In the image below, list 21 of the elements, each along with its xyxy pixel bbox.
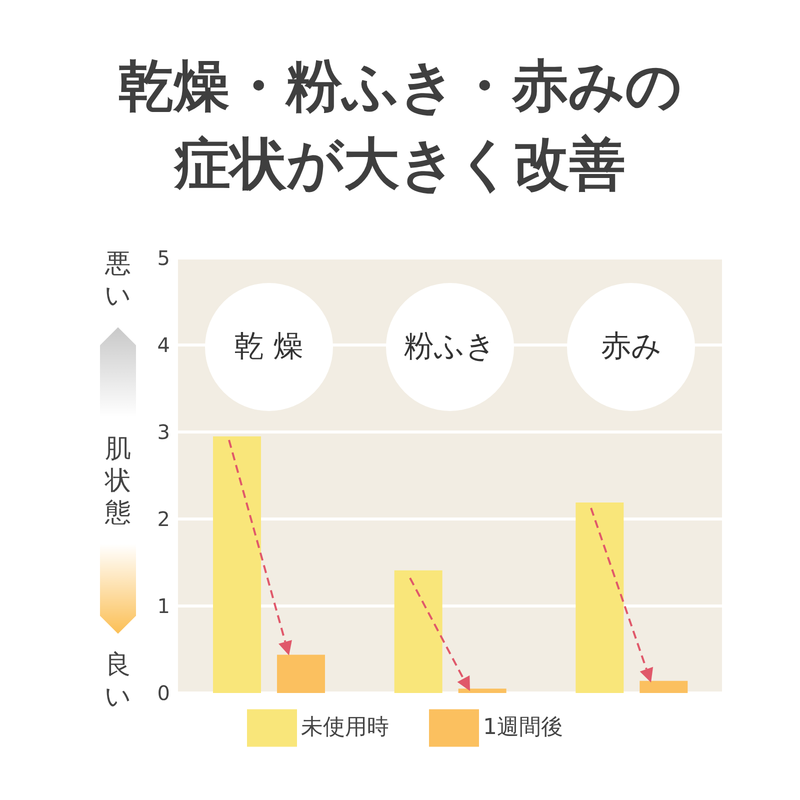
bar <box>277 654 325 693</box>
legend-label: 1週間後 <box>483 715 563 740</box>
y-tick-label: 0 <box>157 681 170 706</box>
y-axis-title: 肌状態 <box>105 432 131 528</box>
bar <box>213 436 261 693</box>
bar <box>394 570 442 693</box>
x-tick-label: 粉ふき <box>403 329 497 365</box>
bar <box>640 680 688 693</box>
y-tick-label: 5 <box>157 246 170 270</box>
legend-label: 未使用時 <box>301 715 389 740</box>
text: 悪い <box>104 248 132 312</box>
bar <box>458 688 506 693</box>
y-tick-label: 2 <box>157 507 170 532</box>
bar <box>576 502 624 693</box>
y-tick-label: 3 <box>157 420 170 444</box>
x-tick-label: 赤み <box>600 329 663 365</box>
x-tick-label: 乾 燥 <box>232 329 304 365</box>
y-tick-label: 4 <box>157 333 170 358</box>
text: 良い <box>104 649 132 713</box>
y-tick-label: 1 <box>157 594 170 618</box>
chart-title: 乾燥・粉ふき・赤みの症状が大きく改善 <box>117 53 683 199</box>
